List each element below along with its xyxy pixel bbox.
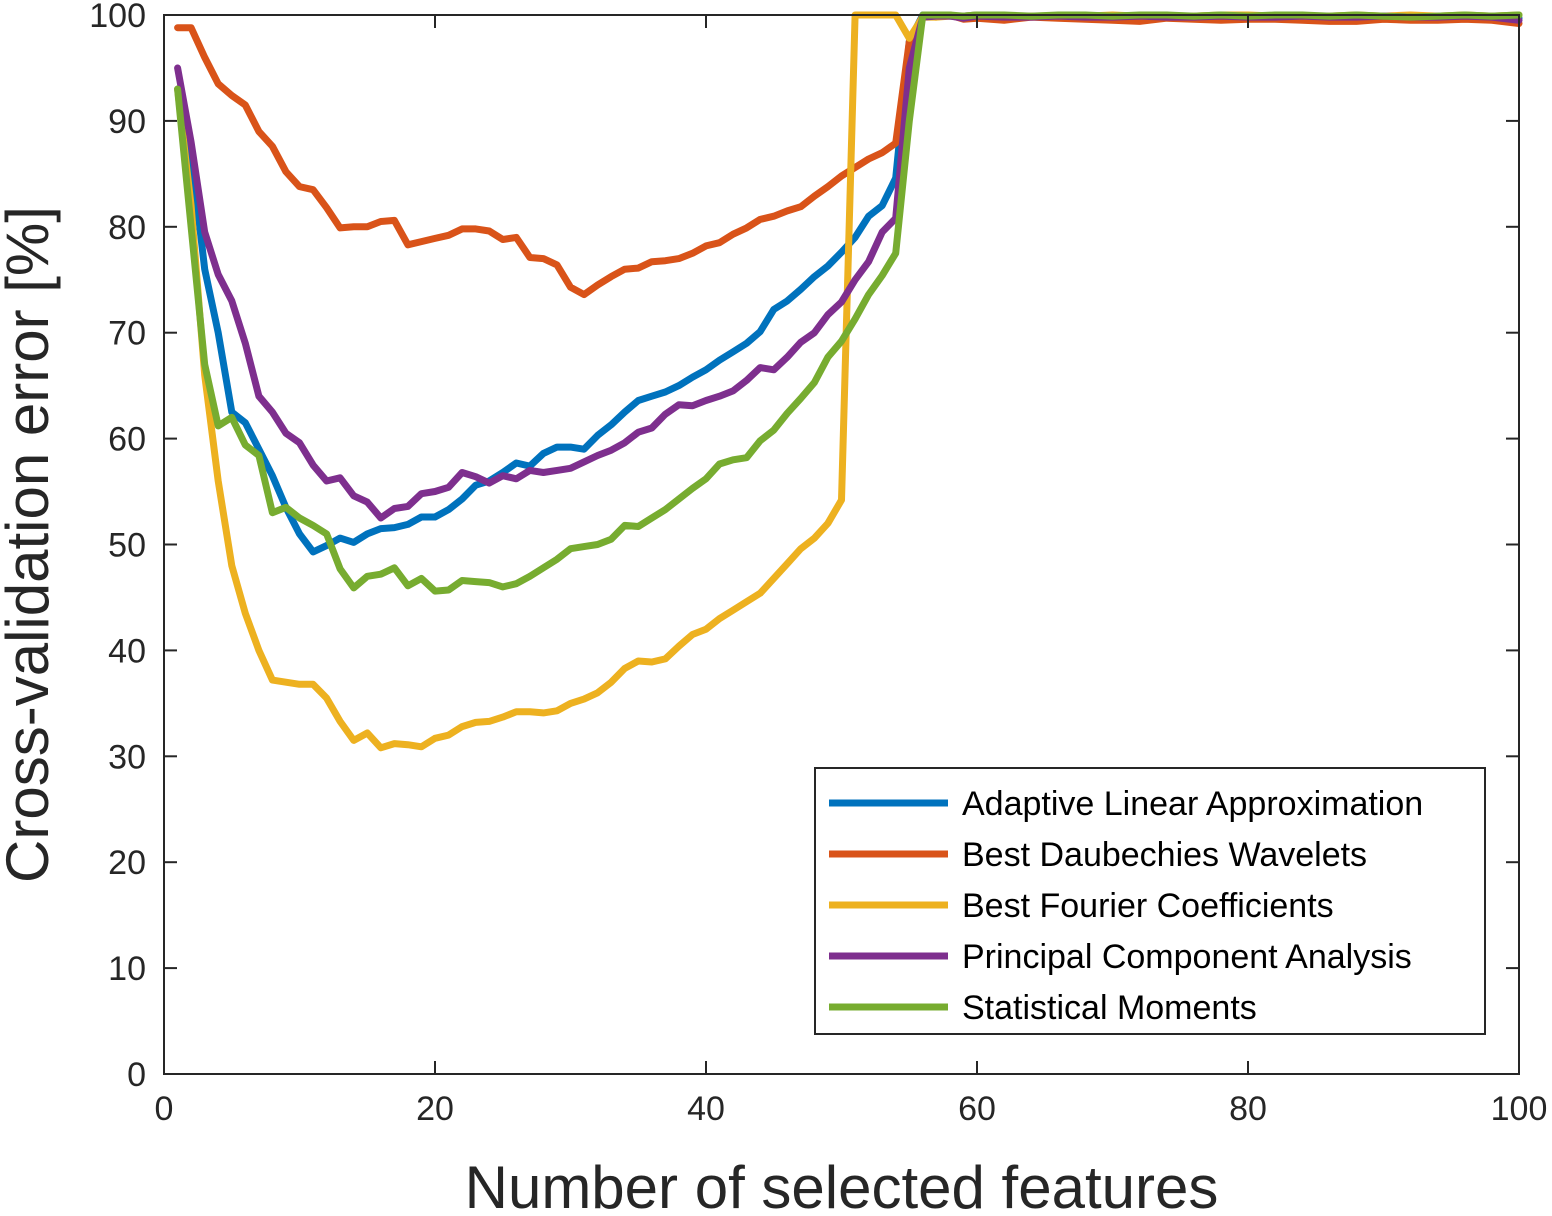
legend-label-4: Principal Component Analysis xyxy=(962,938,1412,976)
ticks-layer: 0 20 40 60 80 100 0 10 20 30 40 50 60 70 80 90 100 xyxy=(89,0,1547,1128)
legend-box xyxy=(814,767,1486,1035)
x-tick-label: 0 xyxy=(155,1090,174,1128)
legend-items: Adaptive Linear Approximation Best Daubec… xyxy=(829,785,1423,1027)
legend-label-3: Best Fourier Coefficients xyxy=(962,887,1334,925)
y-tick-label: 80 xyxy=(108,209,146,247)
legend-label-1: Adaptive Linear Approximation xyxy=(962,785,1423,823)
x-tick-label: 40 xyxy=(687,1090,725,1128)
y-axis-title: Cross-validation error [%] xyxy=(0,206,61,883)
x-tick-label: 80 xyxy=(1229,1090,1267,1128)
y-tick-label: 100 xyxy=(89,0,146,35)
y-tick-label: 90 xyxy=(108,103,146,141)
x-axis-title: Number of selected features xyxy=(465,1154,1219,1216)
y-tick-label: 30 xyxy=(108,738,146,776)
x-tick-label: 100 xyxy=(1491,1090,1548,1128)
x-tick-label: 60 xyxy=(958,1090,996,1128)
series-layer xyxy=(174,11,1523,752)
x-tick-label: 20 xyxy=(416,1090,454,1128)
legend: Adaptive Linear Approximation Best Daubec… xyxy=(814,767,1486,1035)
y-tick-label: 0 xyxy=(127,1056,146,1094)
legend-label-2: Best Daubechies Wavelets xyxy=(962,836,1367,874)
legend-label-5: Statistical Moments xyxy=(962,989,1257,1027)
y-tick-label: 60 xyxy=(108,421,146,459)
y-tick-label: 20 xyxy=(108,844,146,882)
y-tick-label: 10 xyxy=(108,950,146,988)
y-tick-label: 70 xyxy=(108,315,146,353)
y-tick-label: 50 xyxy=(108,527,146,565)
y-tick-label: 40 xyxy=(108,632,146,670)
